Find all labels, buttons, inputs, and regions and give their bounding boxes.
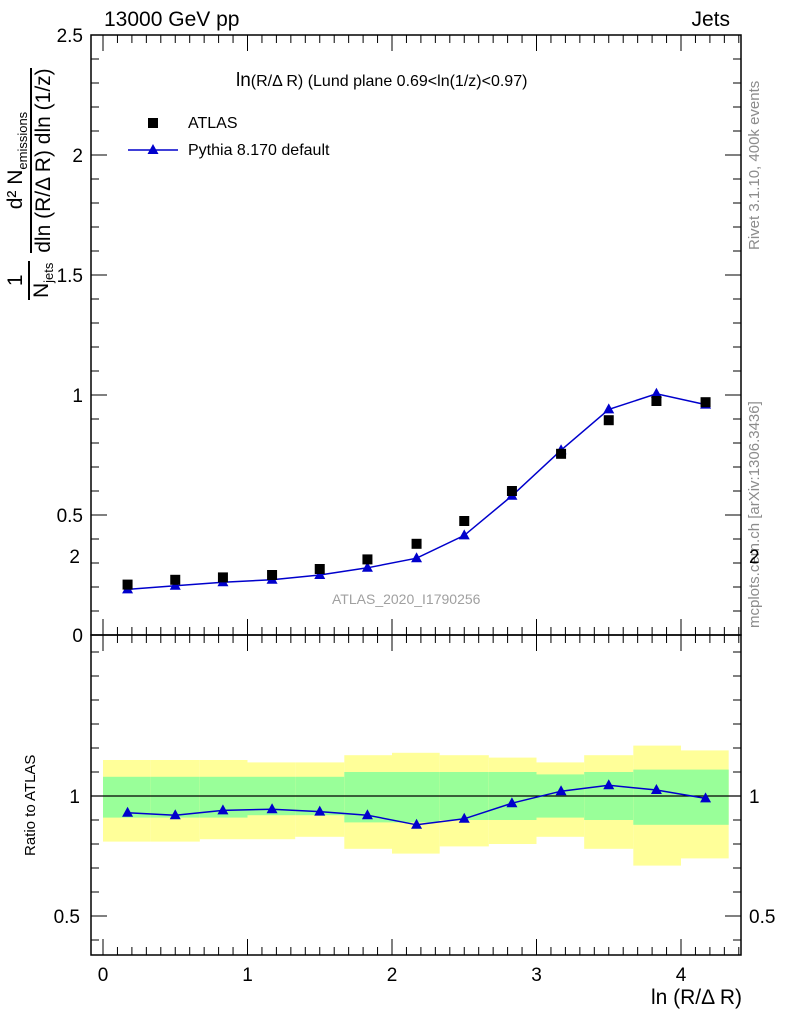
plot-title-rest: (R/Δ R) (Lund plane 0.69<ln(1/z)<0.97): [250, 73, 528, 90]
atlas-marker: [217, 572, 228, 583]
ratio-pythia-marker: [217, 804, 229, 815]
atlas-marker: [411, 538, 422, 549]
atlas-marker: [603, 415, 614, 426]
x-tick-label: 3: [531, 965, 542, 986]
legend-label-pythia: Pythia 8.170 default: [188, 142, 330, 159]
atlas-marker: [170, 574, 181, 585]
pythia-marker: [650, 387, 662, 398]
legend-label-atlas: ATLAS: [188, 115, 238, 132]
y-tick-label-ratio-right: 0.5: [749, 907, 775, 928]
ratio-pythia-marker: [361, 809, 373, 820]
ratio-band-inner: [633, 769, 681, 825]
plot-title: ln(R/Δ R) (Lund plane 0.69<ln(1/z)<0.97): [236, 70, 527, 92]
x-tick-label: 1: [242, 965, 253, 986]
y-tick-label-main: 2: [72, 146, 83, 167]
x-axis-label: ln (R/Δ R): [650, 986, 742, 1009]
legend-marker-pythia: [147, 144, 159, 154]
category-label: Jets: [691, 8, 730, 31]
atlas-marker: [651, 396, 662, 406]
y-tick-label-ratio: 0.5: [54, 907, 80, 928]
y-tick-label-main: 1.5: [57, 266, 83, 287]
ratio-pythia-marker: [506, 797, 518, 808]
pythia-marker: [603, 403, 615, 414]
y-tick-label-ratio-right: 2: [749, 547, 760, 568]
atlas-marker: [267, 570, 278, 580]
pythia-marker: [411, 552, 423, 563]
analysis-watermark: ATLAS_2020_I1790256: [332, 591, 481, 607]
x-tick-label: 4: [676, 965, 687, 986]
atlas-marker: [506, 486, 517, 496]
y-tick-label-ratio: 2: [69, 547, 80, 568]
y-tick-label-main: 1: [72, 386, 83, 407]
y-tick-label-main: 0.5: [57, 506, 83, 527]
atlas-marker: [459, 516, 470, 526]
atlas-marker: [314, 564, 325, 574]
pythia-marker: [361, 561, 373, 572]
pythia-marker: [458, 529, 470, 540]
legend-marker-atlas: [148, 118, 158, 128]
atlas-marker: [700, 397, 711, 408]
y-tick-label-ratio-right: 1: [749, 787, 760, 808]
ratio-pythia-marker: [314, 805, 326, 816]
ratio-pythia-marker: [169, 809, 181, 820]
energy-label: 13000 GeV pp: [104, 8, 240, 31]
ratio-pythia-marker: [650, 784, 662, 794]
atlas-marker: [122, 579, 133, 590]
y-tick-label-main: 2.5: [57, 26, 83, 47]
x-tick-label: 2: [387, 965, 398, 986]
y-tick-label-ratio: 1: [69, 787, 80, 808]
atlas-marker: [556, 448, 567, 459]
ratio-pythia-marker: [122, 806, 134, 817]
ratio-frame: [90, 634, 742, 956]
plot-title-main: ln: [236, 70, 251, 91]
ratio-pythia-marker: [555, 785, 567, 796]
y-tick-label-main: 0: [72, 626, 83, 647]
ratio-pythia-marker: [458, 812, 470, 823]
x-tick-label: 0: [98, 965, 109, 986]
ratio-pythia-marker: [411, 818, 423, 829]
atlas-marker: [362, 554, 373, 565]
ratio-pythia-marker: [603, 779, 615, 790]
ratio-band-inner: [392, 772, 440, 823]
ratio-pythia-marker: [700, 792, 712, 803]
ratio-pythia-marker: [266, 803, 278, 814]
